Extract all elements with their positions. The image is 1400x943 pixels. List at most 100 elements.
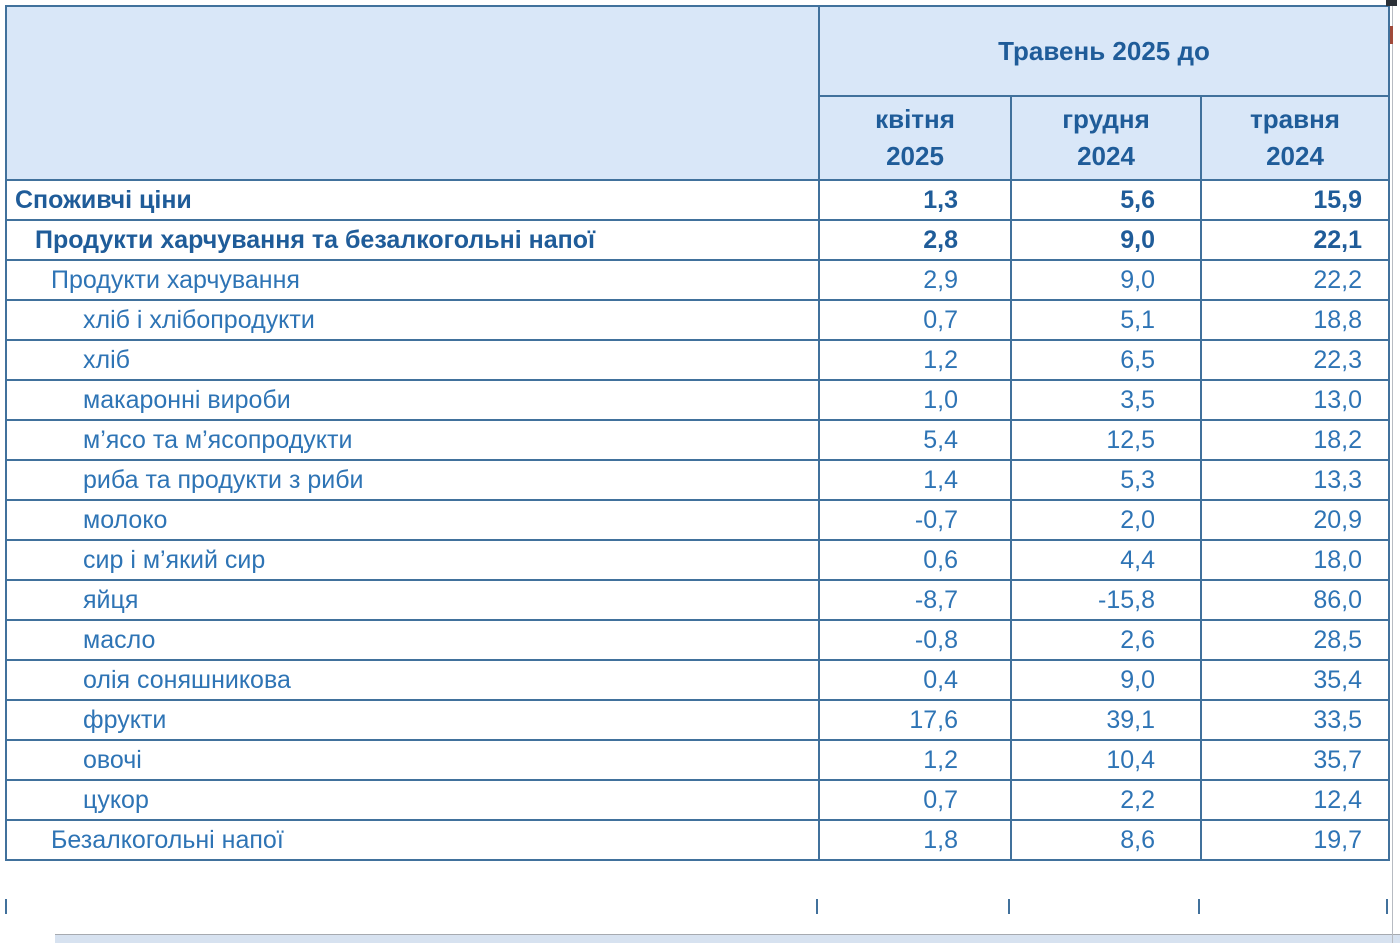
row-label: сир і м’який сир [5, 539, 820, 581]
row-value-vs-april: 1,3 [818, 179, 1012, 221]
row-value-vs-april: 1,4 [818, 459, 1012, 501]
row-value-vs-december: 6,5 [1010, 339, 1202, 381]
row-value-vs-may: 20,9 [1199, 499, 1391, 541]
row-value-vs-april: 2,9 [818, 259, 1012, 301]
table-row: м’ясо та м’ясопродукти 5,4 12,5 18,2 [5, 419, 1391, 461]
row-value-vs-december: 10,4 [1010, 739, 1202, 781]
row-value-vs-may: 28,5 [1199, 619, 1391, 661]
row-value-vs-may: 12,4 [1199, 779, 1391, 821]
row-value-vs-april: 0,6 [818, 539, 1012, 581]
row-value-vs-december: 8,6 [1010, 819, 1202, 861]
row-value-vs-april: 2,8 [818, 219, 1012, 261]
table-row: хліб і хлібопродукти 0,7 5,1 18,8 [5, 299, 1391, 341]
row-value-vs-december: 2,2 [1010, 779, 1202, 821]
page-edge-top-mark [1386, 0, 1397, 6]
row-value-vs-may: 13,0 [1199, 379, 1391, 421]
row-label: масло [5, 619, 820, 661]
row-value-vs-december: 12,5 [1010, 419, 1202, 461]
row-value-vs-december: -15,8 [1010, 579, 1202, 621]
row-value-vs-may: 22,2 [1199, 259, 1391, 301]
row-value-vs-may: 35,4 [1199, 659, 1391, 701]
table-row: яйця -8,7 -15,8 86,0 [5, 579, 1391, 621]
row-value-vs-december: 9,0 [1010, 659, 1202, 701]
row-label: Продукти харчування та безалкогольні нап… [5, 219, 820, 261]
row-value-vs-may: 13,3 [1199, 459, 1391, 501]
row-value-vs-may: 22,3 [1199, 339, 1391, 381]
row-value-vs-may: 15,9 [1199, 179, 1391, 221]
row-value-vs-december: 9,0 [1010, 259, 1202, 301]
row-value-vs-may: 86,0 [1199, 579, 1391, 621]
header-row-title: Травень 2025 до [5, 5, 1391, 181]
period-title-cell: Травень 2025 до [817, 5, 1391, 97]
row-label: макаронні вироби [5, 379, 820, 421]
column-header-month: травня [1250, 104, 1340, 134]
table-row: хліб 1,2 6,5 22,3 [5, 339, 1391, 381]
row-value-vs-december: 5,1 [1010, 299, 1202, 341]
row-value-vs-april: 0,7 [818, 779, 1012, 821]
column-header-month: квітня [875, 104, 955, 134]
row-value-vs-december: 2,6 [1010, 619, 1202, 661]
table-row: фрукти 17,6 39,1 33,5 [5, 699, 1391, 741]
corner-cell [5, 5, 820, 181]
row-label: овочі [5, 739, 820, 781]
column-header-may: травня 2024 [1199, 95, 1391, 181]
column-header-april: квітня 2025 [818, 95, 1012, 181]
row-value-vs-may: 22,1 [1199, 219, 1391, 261]
cutoff-row-border-stub [1008, 899, 1010, 914]
row-value-vs-may: 19,7 [1199, 819, 1391, 861]
column-header-year: 2025 [886, 141, 944, 171]
table-row: молоко -0,7 2,0 20,9 [5, 499, 1391, 541]
row-value-vs-may: 18,0 [1199, 539, 1391, 581]
row-value-vs-december: 2,0 [1010, 499, 1202, 541]
page-edge-line [1392, 0, 1393, 943]
row-label: цукор [5, 779, 820, 821]
row-label: олія соняшникова [5, 659, 820, 701]
column-header-december: грудня 2024 [1010, 95, 1202, 181]
cutoff-row-border-stub [1386, 899, 1388, 914]
row-value-vs-april: 1,8 [818, 819, 1012, 861]
row-value-vs-december: 9,0 [1010, 219, 1202, 261]
row-value-vs-april: -8,7 [818, 579, 1012, 621]
row-label: риба та продукти з риби [5, 459, 820, 501]
table-header: Травень 2025 до квітня 2025 грудня 2024 … [5, 5, 1391, 181]
header-row-columns: квітня 2025 грудня 2024 травня 2024 [6, 95, 1391, 181]
row-value-vs-april: -0,8 [818, 619, 1012, 661]
row-value-vs-april: 1,0 [818, 379, 1012, 421]
row-label: хліб [5, 339, 820, 381]
row-value-vs-december: 5,3 [1010, 459, 1202, 501]
cutoff-row-border-stub [1198, 899, 1200, 914]
bottom-page-strip [55, 934, 1400, 943]
table-row: риба та продукти з риби 1,4 5,3 13,3 [5, 459, 1391, 501]
row-value-vs-april: 1,2 [818, 739, 1012, 781]
row-value-vs-december: 39,1 [1010, 699, 1202, 741]
table-row: олія соняшникова 0,4 9,0 35,4 [5, 659, 1391, 701]
column-header-year: 2024 [1266, 141, 1324, 171]
row-value-vs-may: 18,8 [1199, 299, 1391, 341]
cpi-table: Травень 2025 до квітня 2025 грудня 2024 … [5, 5, 1391, 861]
row-value-vs-may: 18,2 [1199, 419, 1391, 461]
row-value-vs-april: 0,7 [818, 299, 1012, 341]
table-body: Споживчі ціни 1,3 5,6 15,9 Продукти харч… [5, 179, 1391, 861]
cutoff-row-border-stub [816, 899, 818, 914]
row-label: яйця [5, 579, 820, 621]
row-label: Продукти харчування [5, 259, 820, 301]
table-row: Продукти харчування та безалкогольні нап… [5, 219, 1391, 261]
table-row: цукор 0,7 2,2 12,4 [5, 779, 1391, 821]
row-value-vs-december: 5,6 [1010, 179, 1202, 221]
row-value-vs-december: 4,4 [1010, 539, 1202, 581]
row-value-vs-april: 1,2 [818, 339, 1012, 381]
row-label: Споживчі ціни [5, 179, 820, 221]
row-label: Безалкогольні напої [5, 819, 820, 861]
row-value-vs-april: 5,4 [818, 419, 1012, 461]
table-row: Продукти харчування 2,9 9,0 22,2 [5, 259, 1391, 301]
row-value-vs-april: 17,6 [818, 699, 1012, 741]
column-header-month: грудня [1062, 104, 1150, 134]
row-value-vs-may: 33,5 [1199, 699, 1391, 741]
page-edge-red-mark [1390, 26, 1393, 44]
column-header-year: 2024 [1077, 141, 1135, 171]
table-row: масло -0,8 2,6 28,5 [5, 619, 1391, 661]
table-row: сир і м’який сир 0,6 4,4 18,0 [5, 539, 1391, 581]
row-value-vs-may: 35,7 [1199, 739, 1391, 781]
row-label: м’ясо та м’ясопродукти [5, 419, 820, 461]
